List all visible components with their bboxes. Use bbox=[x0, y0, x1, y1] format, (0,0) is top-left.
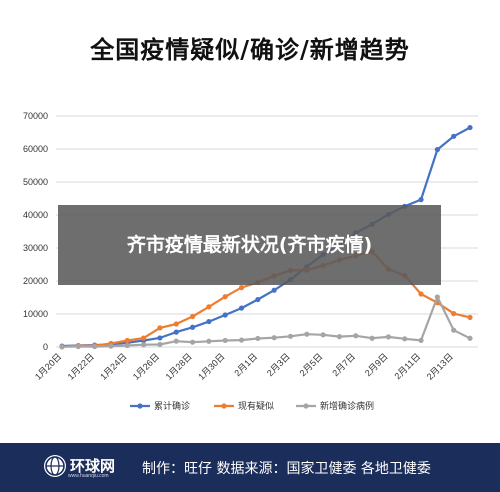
data-point bbox=[418, 337, 424, 343]
legend-item: 累计确诊 bbox=[130, 400, 190, 412]
legend-marker bbox=[137, 403, 143, 409]
x-tick-label: 2月13日 bbox=[425, 351, 455, 381]
footer-credit: 制作：旺仔 数据来源：国家卫健委 各地卫健委 bbox=[142, 461, 431, 477]
data-point bbox=[467, 335, 473, 341]
headline-overlay-text: 齐市疫情最新状况(齐市疾情) bbox=[126, 234, 373, 256]
globe-icon bbox=[44, 455, 66, 477]
y-axis-ticks: 0 10000 20000 30000 40000 50000 60000 70000 bbox=[23, 111, 48, 352]
legend-marker bbox=[221, 403, 227, 409]
data-point bbox=[304, 331, 310, 337]
data-point bbox=[320, 332, 326, 338]
x-tick-label: 1月22日 bbox=[66, 351, 96, 381]
data-point bbox=[206, 318, 212, 325]
headline-overlay: 齐市疫情最新状况(齐市疾情) bbox=[58, 205, 441, 285]
x-tick-label: 2月11日 bbox=[393, 351, 423, 381]
data-point bbox=[189, 324, 196, 330]
data-point bbox=[189, 313, 196, 320]
x-tick-label: 2月7日 bbox=[330, 351, 357, 378]
data-point bbox=[402, 336, 408, 342]
data-point bbox=[124, 342, 130, 349]
data-point bbox=[238, 285, 245, 291]
data-point bbox=[206, 304, 212, 310]
brand-logo-url: www.huanqiu.com bbox=[68, 473, 109, 479]
data-point bbox=[141, 335, 147, 341]
chart-title: 全国疫情疑似/确诊/新增趋势 bbox=[90, 35, 410, 64]
x-tick-label: 1月26日 bbox=[131, 351, 161, 381]
data-point bbox=[157, 341, 163, 348]
legend-label: 新增确诊病例 bbox=[320, 400, 374, 412]
legend-item: 现有疑似 bbox=[214, 400, 274, 412]
data-point bbox=[418, 197, 424, 203]
data-point bbox=[451, 133, 457, 139]
legend-label: 现有疑似 bbox=[238, 400, 274, 412]
data-point bbox=[59, 344, 65, 350]
y-tick-label: 70000 bbox=[23, 111, 48, 121]
data-point bbox=[75, 343, 81, 350]
data-point bbox=[92, 343, 98, 350]
y-tick-label: 50000 bbox=[23, 177, 48, 187]
data-point bbox=[434, 294, 440, 300]
data-point bbox=[173, 329, 179, 335]
x-tick-label: 2月5日 bbox=[298, 351, 325, 378]
footer-bar: 环球网 www.huanqiu.com 制作：旺仔 数据来源：国家卫健委 各地卫… bbox=[0, 443, 500, 492]
data-point bbox=[467, 314, 473, 321]
data-point bbox=[255, 335, 261, 342]
data-point bbox=[108, 343, 114, 349]
brand-logo: 环球网 bbox=[44, 455, 115, 477]
data-point bbox=[222, 294, 228, 300]
x-tick-label: 1月28日 bbox=[164, 351, 194, 381]
data-point bbox=[157, 325, 163, 331]
brand-logo-text: 环球网 bbox=[70, 457, 116, 475]
y-tick-label: 30000 bbox=[23, 243, 48, 253]
x-tick-label: 1月20日 bbox=[33, 351, 63, 381]
x-tick-label: 2月3日 bbox=[265, 351, 292, 378]
legend-label: 累计确诊 bbox=[154, 400, 190, 412]
data-point bbox=[434, 147, 440, 153]
legend-marker bbox=[303, 403, 309, 409]
data-point bbox=[189, 339, 196, 345]
x-tick-label: 1月24日 bbox=[98, 351, 128, 381]
data-point bbox=[173, 338, 179, 344]
data-point bbox=[157, 335, 163, 341]
x-axis-ticks: 1月20日 1月22日 1月24日 1月26日 1月28日 1月30日 2月1日 2月3日 2月… bbox=[33, 351, 455, 381]
data-point bbox=[467, 124, 473, 131]
series-3 bbox=[59, 294, 473, 350]
data-point bbox=[173, 321, 179, 327]
legend: 累计确诊 现有疑似 新增确诊病例 bbox=[130, 400, 374, 412]
data-point bbox=[287, 333, 294, 339]
data-point bbox=[222, 337, 228, 344]
data-point bbox=[141, 342, 147, 348]
series-line bbox=[61, 295, 471, 348]
legend-item: 新增确诊病例 bbox=[296, 400, 374, 412]
data-point bbox=[385, 334, 391, 340]
data-point bbox=[271, 287, 277, 293]
y-tick-label: 40000 bbox=[23, 210, 48, 220]
y-tick-label: 10000 bbox=[23, 309, 48, 319]
data-point bbox=[418, 291, 424, 297]
x-tick-label: 2月9日 bbox=[363, 351, 390, 378]
x-tick-label: 1月30日 bbox=[196, 351, 226, 381]
y-tick-label: 0 bbox=[43, 342, 48, 352]
data-point bbox=[222, 312, 228, 318]
data-point bbox=[353, 333, 359, 339]
data-point bbox=[255, 296, 261, 303]
data-point bbox=[451, 327, 457, 333]
x-tick-label: 2月1日 bbox=[232, 351, 259, 378]
y-tick-label: 60000 bbox=[23, 144, 48, 154]
data-point bbox=[206, 338, 212, 344]
data-point bbox=[124, 337, 130, 344]
y-tick-label: 20000 bbox=[23, 276, 48, 286]
data-point bbox=[451, 311, 457, 317]
data-point bbox=[369, 335, 375, 341]
data-point bbox=[336, 334, 343, 340]
data-point bbox=[271, 335, 277, 341]
data-point bbox=[238, 337, 245, 343]
data-point bbox=[238, 305, 245, 311]
